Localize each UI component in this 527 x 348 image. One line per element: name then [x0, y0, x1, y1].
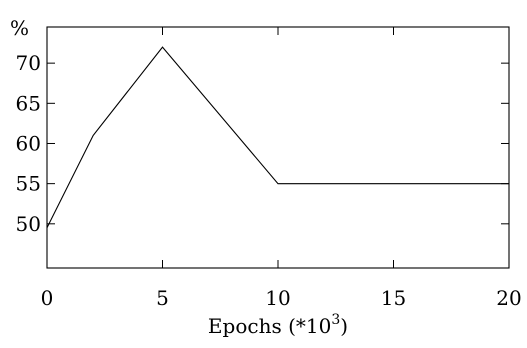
series-line — [46, 46, 509, 229]
x-axis-label-suffix: ) — [340, 314, 348, 338]
x-axis-label: Epochs (*103) — [208, 312, 348, 338]
x-tick-label: 5 — [156, 286, 169, 310]
x-tick-label: 10 — [265, 286, 290, 310]
y-axis-label: % — [10, 16, 29, 40]
x-axis-label-superscript: 3 — [331, 312, 340, 328]
y-tick-label: 50 — [16, 212, 41, 236]
y-tick-labels: 50 55 60 65 70 — [16, 51, 41, 236]
plot-frame — [46, 26, 510, 269]
x-tick-label: 20 — [496, 286, 521, 310]
axis-ticks — [46, 27, 510, 268]
y-tick-label: 65 — [16, 91, 41, 115]
x-tick-label: 0 — [41, 286, 54, 310]
y-tick-label: 70 — [16, 51, 41, 75]
y-tick-label: 55 — [16, 172, 41, 196]
y-tick-label: 60 — [16, 131, 41, 155]
x-tick-labels: 0 5 10 15 20 — [41, 286, 522, 310]
x-tick-label: 15 — [381, 286, 406, 310]
x-axis-label-main: Epochs (*10 — [208, 314, 331, 338]
